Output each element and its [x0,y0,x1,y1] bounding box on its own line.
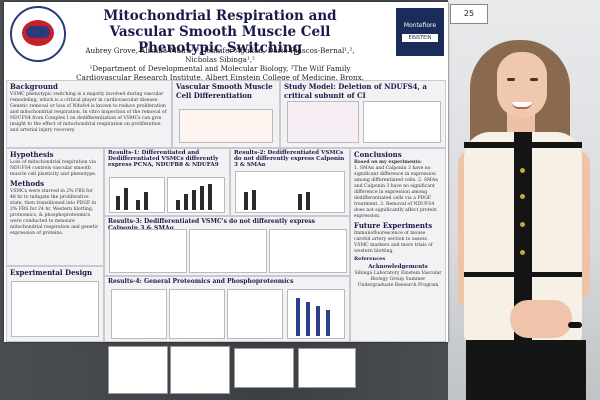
section-background: Background VSMC phenotypic switching is … [6,80,172,148]
section-results-3: Results-3: Dedifferentiated VSMC's do no… [104,216,350,276]
presenter-eye [530,78,538,81]
section-conclusions: Conclusions Based on my experiments: 1. … [350,148,446,342]
volcano-plot-a [111,289,167,339]
research-poster: Mitochondrial Respiration and Vascular S… [4,2,448,342]
section-results-2: Results-2: Dedifferentiated VSMCs do not… [230,148,350,216]
study-model-figure [287,101,359,143]
pathway-bar-chart [287,289,345,339]
section-vsmc-differentiation: Vascular Smooth Muscle Cell Differentiat… [172,80,280,148]
author-list: Aubrey Grove, Alishba Maira¹,², Jennifer… [85,46,355,64]
volcano-plot-c [227,289,283,339]
vascular-biology-logo-icon [10,6,66,62]
pinned-figure-3 [234,348,294,388]
volcano-plot-b [169,289,225,339]
results-3-figure-a [109,229,187,273]
section-study-model: Study Model: Deletion of NDUFS4, a criti… [280,80,446,148]
differentiation-figure [179,109,273,143]
results-3-figure-b [189,229,267,273]
section-results-1: Results-1: Differentiated and Dedifferen… [104,148,230,216]
presenter-eye [507,78,515,81]
pinned-figure-4 [298,348,356,388]
poster-title: Mitochondrial Respiration and Vascular S… [103,8,337,56]
section-results-4: Results-4: General Proteomics and Phosph… [104,276,350,342]
results-1-chart-a [109,177,165,213]
presenter-bracelet [568,322,582,328]
pinned-figure-1 [108,346,168,394]
presenter-skirt [466,340,586,400]
section-experimental-design: Experimental Design [6,266,104,342]
montefiore-logo-icon: Montefiore EINSTEIN [396,8,444,56]
results-1-chart-b [167,177,225,213]
poster-header: Mitochondrial Respiration and Vascular S… [4,2,448,91]
presenter-smile [512,102,532,109]
section-hypothesis-methods: Hypothesis Loss of mitochondrial respira… [6,148,104,266]
board-number: 25 [450,4,488,24]
pinned-figure-2 [170,346,230,394]
experimental-design-figure [11,281,99,337]
results-2-figure [235,171,345,213]
presenter-hands [510,300,572,338]
study-model-blot [363,101,441,143]
results-3-figure-c [269,229,347,273]
